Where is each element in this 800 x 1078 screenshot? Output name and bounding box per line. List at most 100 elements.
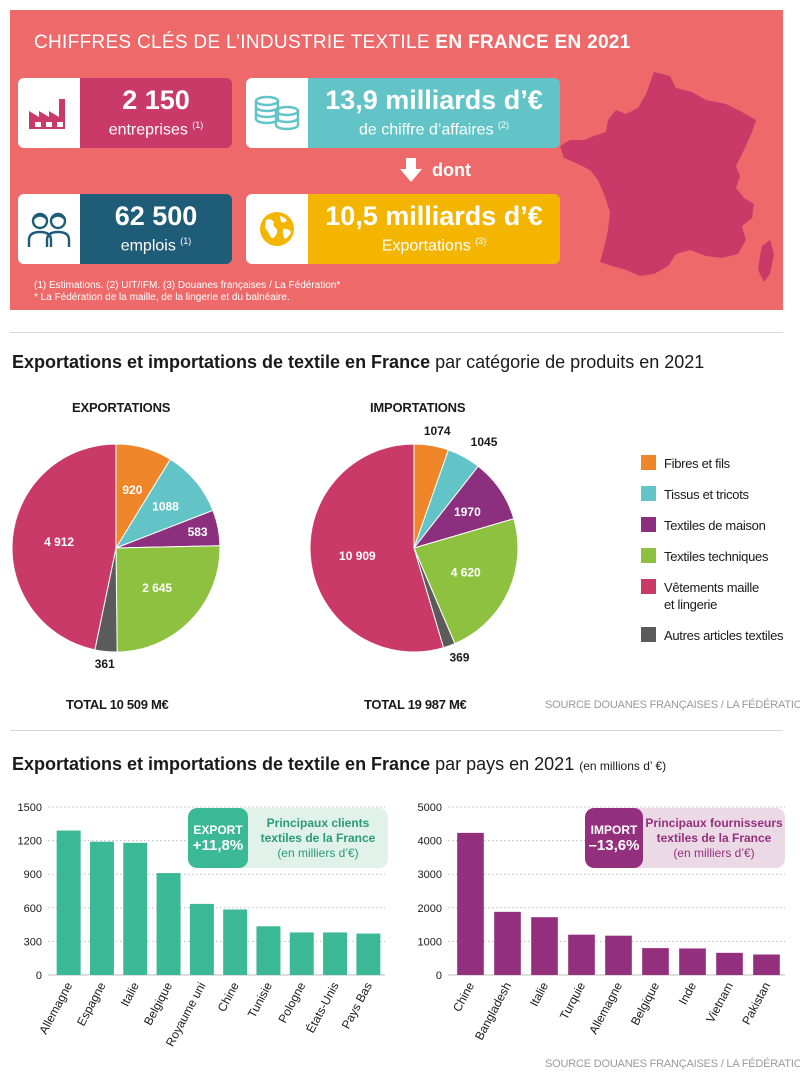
exports-label-text: Exportations bbox=[381, 237, 471, 255]
revenue-value: 13,9 milliards d’€ bbox=[325, 85, 543, 116]
export-tag: EXPORT +11,8% bbox=[188, 808, 248, 868]
pie-label: 1074 bbox=[424, 424, 451, 438]
pie-label: 4 620 bbox=[451, 565, 481, 579]
legend-swatch bbox=[641, 455, 656, 470]
legend-item: Fibres et fils bbox=[641, 455, 730, 472]
export-bar bbox=[189, 903, 214, 975]
imports-pie: 1074 1045 1970 4 620 369 10 909 bbox=[309, 424, 519, 665]
export-bar bbox=[56, 830, 81, 975]
dont-text: dont bbox=[432, 159, 471, 180]
pie-slice-v-tements-maille-et-lingerie bbox=[11, 443, 117, 651]
banner-title: CHIFFRES CLÉS DE L’INDUSTRIE TEXTILE EN … bbox=[34, 32, 631, 54]
import-category-label: Inde bbox=[676, 980, 699, 1007]
pie-slice-v-tements-maille-et-lingerie bbox=[309, 443, 445, 653]
import-category-label: Bangladesh bbox=[472, 980, 514, 1043]
import-change: –13,6% bbox=[588, 836, 640, 854]
section-countries-title: Exportations et importations de textile … bbox=[12, 754, 666, 775]
export-bar bbox=[223, 909, 248, 975]
import-category-label: Vietnam bbox=[703, 980, 736, 1025]
import-category-label: Pakistan bbox=[739, 980, 773, 1027]
import-tag: IMPORT –13,6% bbox=[585, 808, 643, 868]
pie-label: 920 bbox=[122, 483, 142, 497]
legend-item: Textiles techniques bbox=[641, 548, 768, 565]
enterprises-value: 2 150 bbox=[122, 85, 190, 116]
import-tick-label: 5000 bbox=[418, 802, 442, 814]
jobs-value: 62 500 bbox=[114, 201, 198, 232]
export-tag-label: EXPORT bbox=[193, 822, 243, 837]
jobs-label-text: emplois bbox=[120, 237, 176, 255]
pie-label: 2 645 bbox=[142, 581, 172, 595]
import-bar bbox=[568, 934, 595, 975]
export-category-label: Tunisie bbox=[245, 980, 275, 1021]
banner-title-bold: EN FRANCE EN 2021 bbox=[435, 32, 631, 53]
exports-pie-title: EXPORTATIONS bbox=[72, 400, 171, 415]
import-bar bbox=[679, 948, 706, 975]
countries-source: SOURCE DOUANES FRANÇAISES / LA FÉDÉRATIO… bbox=[545, 1058, 800, 1070]
divider-1 bbox=[10, 332, 783, 333]
export-bar bbox=[289, 932, 314, 975]
section-categories-title-plain: par catégorie de produits en 2021 bbox=[430, 352, 705, 372]
import-callout-line2: textiles de la France bbox=[656, 830, 772, 845]
pie-label: 1970 bbox=[454, 505, 481, 519]
arrow-down-icon bbox=[400, 158, 422, 182]
revenue-label-text: de chiffre d’affaires bbox=[358, 121, 494, 139]
exports-value: 10,5 milliards d’€ bbox=[325, 201, 543, 232]
revenue-note: (2) bbox=[498, 120, 510, 131]
legend-item: Vêtements maille et lingerie bbox=[641, 579, 759, 613]
pie-label: 10 909 bbox=[339, 549, 376, 563]
import-tick-label: 4000 bbox=[418, 836, 442, 848]
imports-total: TOTAL 19 987 M€ bbox=[364, 697, 467, 712]
pie-label: 4 912 bbox=[44, 535, 74, 549]
import-tick-label: 2000 bbox=[418, 903, 442, 915]
revenue-label: de chiffre d’affaires (2) bbox=[359, 115, 509, 140]
enterprises-label: entreprises (1) bbox=[109, 115, 204, 140]
export-category-label: Belgique bbox=[141, 980, 175, 1028]
france-map-icon bbox=[560, 72, 774, 282]
export-bar bbox=[156, 873, 181, 975]
import-bar bbox=[716, 952, 743, 975]
legend-swatch bbox=[641, 486, 656, 501]
legend-label: Textiles techniques bbox=[664, 549, 769, 564]
pie-label: 1045 bbox=[471, 435, 498, 449]
export-callout-line1: Principaux clients bbox=[266, 815, 370, 830]
export-bar bbox=[123, 842, 148, 975]
categories-source: SOURCE DOUANES FRANÇAISES / LA FÉDÉRATIO… bbox=[545, 699, 800, 711]
import-category-label: Turquie bbox=[557, 980, 588, 1022]
import-bar bbox=[457, 832, 484, 975]
coins-stack-icon bbox=[246, 78, 308, 148]
import-tick-label: 1000 bbox=[418, 936, 442, 948]
export-tick-label: 0 bbox=[36, 970, 42, 982]
export-category-label: Italie bbox=[118, 980, 142, 1009]
export-category-label: Espagne bbox=[74, 980, 109, 1029]
pie-slice-textiles-techniques bbox=[115, 545, 221, 653]
section-countries-title-bold: Exportations et importations de textile … bbox=[12, 754, 431, 774]
import-callout: IMPORT –13,6% Principaux fournisseurs te… bbox=[585, 808, 785, 868]
import-bar bbox=[605, 935, 632, 975]
revenue-card: 13,9 milliards d’€ de chiffre d’affaires… bbox=[246, 78, 560, 148]
export-bar bbox=[356, 933, 381, 975]
export-tick-label: 900 bbox=[24, 869, 42, 881]
divider-2 bbox=[10, 730, 783, 731]
export-tick-label: 1500 bbox=[18, 802, 42, 814]
globe-icon bbox=[246, 194, 308, 264]
people-icon bbox=[18, 194, 80, 264]
export-tick-label: 600 bbox=[24, 903, 42, 915]
import-callout-line3: (en milliers d’€) bbox=[673, 845, 755, 860]
export-bar bbox=[256, 926, 281, 975]
key-figures-banner: CHIFFRES CLÉS DE L’INDUSTRIE TEXTILE EN … bbox=[10, 10, 783, 310]
export-category-label: Allemagne bbox=[36, 980, 75, 1037]
export-category-label: Pays Bas bbox=[339, 980, 375, 1031]
pie-label: 1088 bbox=[152, 500, 179, 514]
import-tick-label: 3000 bbox=[418, 869, 442, 881]
enterprises-card: 2 150 entreprises (1) bbox=[18, 78, 232, 148]
section-countries-title-plain: par pays en 2021 bbox=[430, 754, 580, 774]
import-category-label: Italie bbox=[527, 980, 551, 1009]
import-bar bbox=[642, 948, 669, 975]
section-categories-title: Exportations et importations de textile … bbox=[12, 352, 704, 373]
legend-label: Tissus et tricots bbox=[664, 487, 749, 502]
import-category-label: Allemagne bbox=[586, 980, 625, 1037]
section-categories-title-bold: Exportations et importations de textile … bbox=[12, 352, 431, 372]
legend-item: Textiles de maison bbox=[641, 517, 766, 534]
export-bar bbox=[89, 841, 114, 975]
